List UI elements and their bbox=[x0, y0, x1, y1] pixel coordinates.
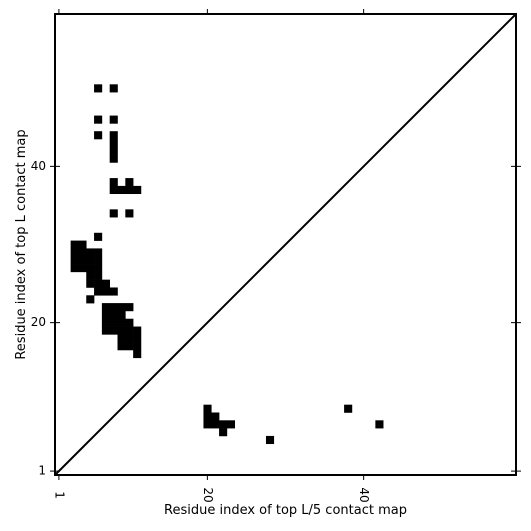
x-tick-label: 40 bbox=[357, 487, 371, 502]
contact-cell-top-L bbox=[109, 303, 118, 312]
contact-cell-top-L bbox=[125, 326, 134, 335]
contact-cell-top-L bbox=[117, 310, 126, 320]
contact-cell-top-L bbox=[94, 279, 103, 288]
contact-cell-top-L bbox=[86, 279, 95, 288]
contact-cell-top-L bbox=[70, 240, 79, 249]
contact-cell-top-L bbox=[125, 185, 134, 195]
contact-cell-top-L5 bbox=[211, 412, 220, 421]
x-axis-ticks: 1 20 40 bbox=[52, 9, 371, 503]
contact-cell-top-L bbox=[101, 303, 110, 312]
contact-cell-top-L bbox=[94, 84, 103, 93]
contact-cell-top-L5 bbox=[219, 420, 228, 429]
contact-cell-top-L bbox=[78, 248, 87, 257]
contact-cell-top-L bbox=[94, 256, 103, 265]
contact-cell-top-L bbox=[86, 256, 95, 265]
contact-cell-top-L bbox=[133, 334, 142, 343]
contact-cell-top-L5 bbox=[375, 420, 384, 429]
contact-cell-top-L bbox=[133, 185, 142, 195]
contact-cell-top-L bbox=[78, 256, 87, 265]
y-axis-label: Residue index of top L contact map bbox=[14, 129, 29, 359]
x-axis-label: Residue index of top L/5 contact map bbox=[164, 503, 407, 518]
contact-cell-top-L5 bbox=[265, 435, 275, 445]
contact-cell-top-L bbox=[86, 271, 95, 280]
contact-cell-top-L bbox=[101, 318, 110, 327]
contact-cell-top-L bbox=[109, 84, 118, 93]
contact-cell-top-L bbox=[125, 303, 134, 312]
contact-cell-top-L bbox=[109, 154, 118, 163]
contact-cell-top-L bbox=[109, 178, 118, 187]
contact-cell-top-L bbox=[133, 349, 142, 359]
diagonal-line bbox=[54, 13, 517, 476]
contact-cell-top-L bbox=[109, 318, 118, 327]
y-tick-label: 40 bbox=[31, 159, 46, 173]
contact-cell-top-L bbox=[109, 139, 118, 148]
contact-cell-top-L bbox=[86, 295, 95, 304]
contact-cell-top-L bbox=[133, 326, 142, 335]
contact-cell-top-L bbox=[109, 115, 118, 124]
contact-cell-top-L bbox=[109, 209, 118, 218]
contact-cell-top-L bbox=[117, 334, 126, 343]
contact-cell-top-L bbox=[117, 318, 126, 327]
contact-cell-top-L bbox=[117, 326, 126, 335]
contact-cell-top-L bbox=[125, 178, 134, 187]
contact-cell-top-L bbox=[78, 240, 87, 249]
contact-cell-top-L5 bbox=[211, 420, 220, 429]
contact-cell-top-L bbox=[109, 131, 118, 140]
top-L5-contact-cells bbox=[203, 404, 384, 445]
contact-cell-top-L bbox=[109, 287, 118, 296]
contact-cell-top-L bbox=[94, 264, 103, 273]
contact-cell-top-L bbox=[109, 310, 118, 320]
plot-frame bbox=[54, 13, 517, 476]
contact-cell-top-L bbox=[125, 342, 134, 351]
y-axis-ticks: 1 20 40 bbox=[31, 159, 521, 478]
y-tick-label: 20 bbox=[31, 315, 46, 329]
contact-cell-top-L bbox=[94, 287, 103, 296]
contact-cell-top-L bbox=[70, 256, 79, 265]
contact-cell-top-L bbox=[125, 318, 134, 327]
contact-cell-top-L bbox=[94, 271, 103, 280]
contact-cell-top-L bbox=[101, 279, 110, 288]
contact-cell-top-L5 bbox=[219, 428, 228, 437]
contact-cell-top-L bbox=[109, 146, 118, 155]
contact-cell-top-L bbox=[117, 342, 126, 351]
contact-cell-top-L bbox=[101, 310, 110, 320]
contact-cell-top-L bbox=[70, 264, 79, 273]
top-L-contact-cells bbox=[70, 84, 142, 359]
contact-cell-top-L bbox=[117, 185, 126, 195]
contact-cell-top-L bbox=[109, 185, 118, 195]
contact-cell-top-L bbox=[78, 264, 87, 273]
contact-cell-top-L5 bbox=[203, 404, 212, 413]
contact-cell-top-L bbox=[117, 303, 126, 312]
contact-cell-top-L5 bbox=[203, 420, 212, 429]
contact-cell-top-L bbox=[133, 342, 142, 351]
contact-cell-top-L bbox=[86, 264, 95, 273]
x-tick-label: 1 bbox=[52, 491, 66, 499]
y-tick-label: 1 bbox=[38, 464, 46, 478]
contact-cell-top-L bbox=[94, 131, 103, 140]
contact-cell-top-L bbox=[94, 248, 103, 257]
x-tick-label: 20 bbox=[201, 487, 215, 502]
contact-cell-top-L5 bbox=[226, 420, 236, 429]
contact-cell-top-L bbox=[70, 248, 79, 257]
contact-cell-top-L bbox=[125, 209, 134, 218]
contact-cell-top-L5 bbox=[203, 412, 212, 421]
contact-cell-top-L bbox=[94, 115, 103, 124]
contact-cell-top-L bbox=[86, 248, 95, 257]
contact-cell-top-L bbox=[101, 287, 110, 296]
contact-cell-top-L bbox=[94, 232, 103, 241]
contact-cell-top-L bbox=[125, 334, 134, 343]
contact-cell-top-L bbox=[101, 326, 110, 335]
contact-cell-top-L bbox=[109, 326, 118, 335]
contact-cell-top-L5 bbox=[344, 404, 353, 413]
